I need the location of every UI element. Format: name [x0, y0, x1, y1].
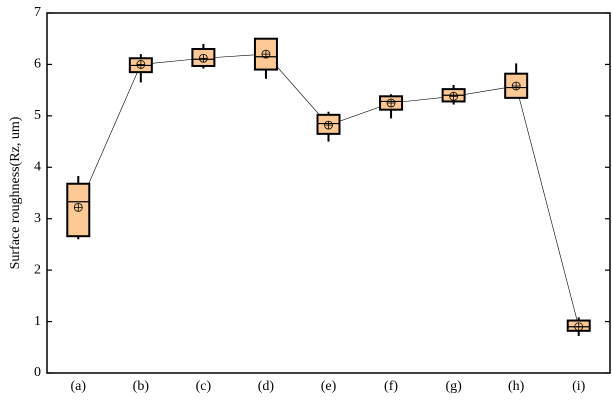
mean-marker-cross	[74, 203, 83, 212]
x-tick-label: (f)	[384, 379, 398, 394]
mean-marker-cross	[512, 82, 521, 91]
mean-marker-cross	[136, 60, 145, 69]
plot-frame	[46, 12, 611, 374]
x-tick-label: (c)	[196, 379, 212, 394]
mean-marker-cross	[199, 54, 208, 63]
mean-marker-cross	[387, 99, 396, 107]
x-tick-label: (i)	[572, 379, 586, 394]
x-tick-label: (h)	[508, 379, 525, 394]
y-tick-label: 6	[34, 57, 41, 72]
mean-marker-cross	[574, 322, 583, 331]
y-tick-label: 4	[34, 160, 41, 175]
y-tick-label: 7	[34, 5, 41, 20]
mean-line	[78, 53, 580, 327]
x-tick-label: (e)	[321, 379, 337, 394]
y-tick-label: 5	[34, 108, 41, 123]
x-tick-label: (a)	[71, 379, 87, 394]
mean-marker-cross	[261, 50, 270, 59]
y-tick-label: 2	[34, 262, 41, 277]
x-tick-label: (d)	[258, 379, 275, 394]
mean-marker-cross	[449, 92, 458, 101]
y-tick-label: 3	[34, 211, 41, 226]
y-axis-label: Surface roughness(Rz, um)	[8, 116, 23, 269]
y-tick-label: 1	[34, 314, 41, 329]
mean-marker-cross	[324, 121, 333, 130]
x-tick-label: (b)	[133, 379, 150, 394]
y-tick-label: 0	[34, 365, 41, 380]
x-tick-label: (g)	[445, 379, 462, 394]
